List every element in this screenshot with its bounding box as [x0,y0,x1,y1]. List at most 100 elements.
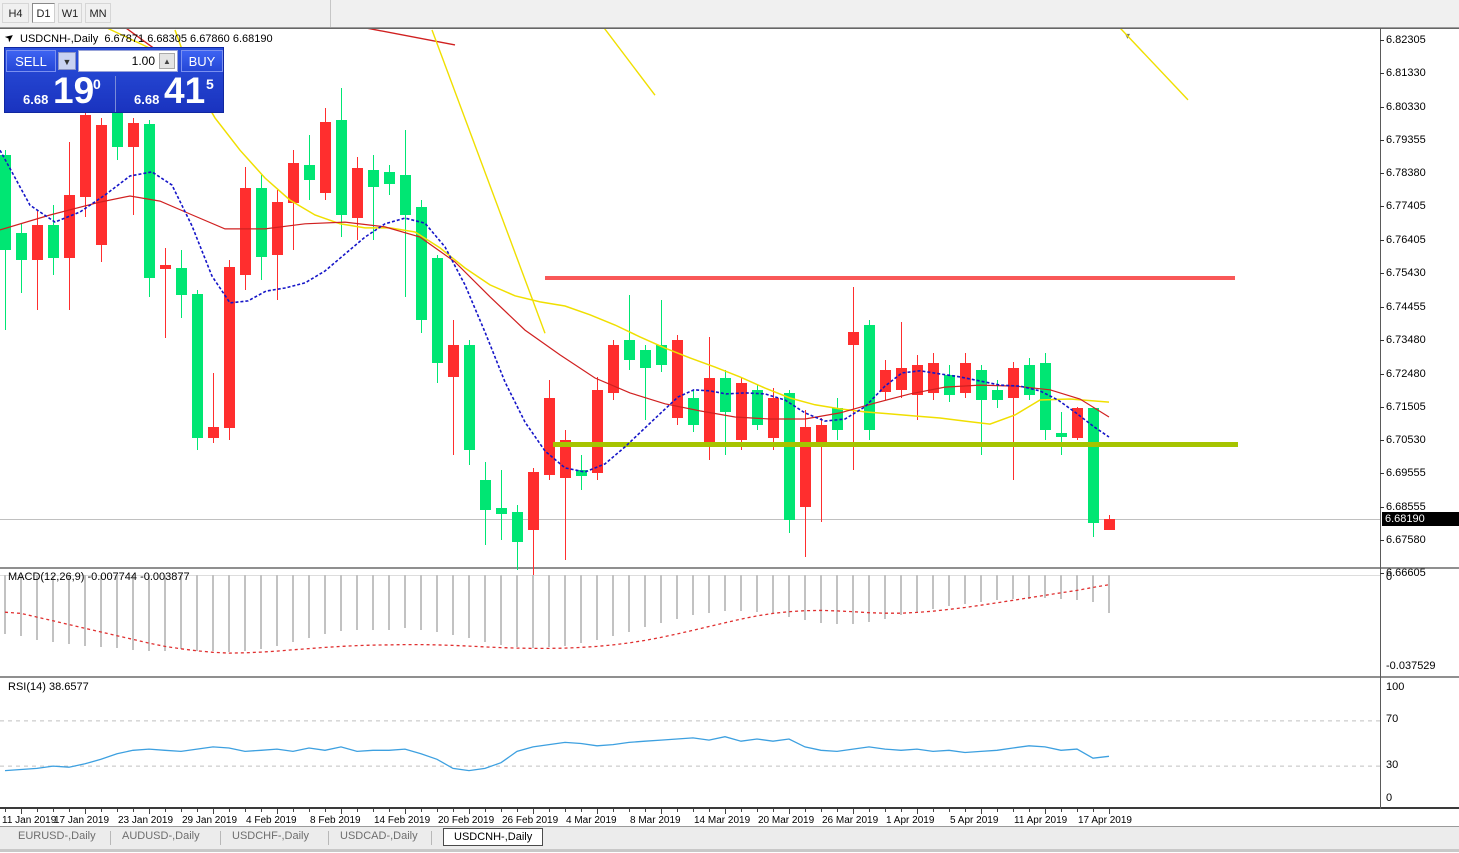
macd-histogram-bar [260,575,262,650]
volume-up-icon[interactable]: ▲ [159,53,175,69]
volume-spinbox[interactable]: 1.00 ▲ [78,50,178,72]
macd-histogram-bar [164,575,166,651]
candle-body [864,325,875,430]
date-minor-tick [485,809,486,812]
candle-body [608,345,619,393]
date-major-tick [277,809,278,814]
macd-histogram-bar [964,575,966,604]
tab-separator [110,831,111,845]
candle-body [240,187,251,275]
date-minor-tick [1061,809,1062,812]
date-axis-label: 29 Jan 2019 [182,815,238,826]
buy-price[interactable]: 6.68 41 5 [116,70,224,112]
macd-histogram-bar [916,575,918,612]
date-minor-tick [773,809,774,812]
candle-wick [453,319,454,455]
price-axis-tick [1380,206,1384,207]
date-minor-tick [821,809,822,812]
rsi-label: RSI(14) 38.6577 [8,681,89,693]
candle-wick [165,247,166,338]
candle-body [0,154,11,250]
one-click-trade-panel: SELL ▼ 1.00 ▲ BUY 6.68 19 0 6.68 41 5 [4,47,224,113]
resistance-line [545,276,1235,280]
chart-tab-usdchf[interactable]: USDCHF-,Daily [232,830,309,842]
date-axis-label: 4 Feb 2019 [246,815,297,826]
candle-body [848,331,859,345]
buy-button[interactable]: BUY [181,50,223,72]
candle-body [688,398,699,425]
macd-histogram-bar [852,575,854,624]
price-axis-label: 6.70530 [1386,434,1426,446]
buy-price-small: 6.68 [134,92,160,107]
candle-wick [373,154,374,240]
candle-body [384,171,395,185]
candle-body [304,165,315,180]
chart-tab-usdcnh[interactable]: USDCNH-,Daily [443,828,544,846]
macd-histogram-bar [20,575,22,636]
chart-tab-eurusd[interactable]: EURUSD-,Daily [18,830,96,842]
price-axis-tick [1380,573,1384,574]
volume-dropdown-icon[interactable]: ▼ [58,52,76,70]
period-button-mn[interactable]: MN [85,3,111,23]
date-major-tick [85,809,86,814]
date-axis-label: 8 Mar 2019 [630,815,681,826]
date-minor-tick [901,809,902,812]
date-axis-label: 14 Mar 2019 [694,815,751,826]
macd-histogram-bar [692,575,694,616]
candle-body [448,345,459,377]
period-button-w1[interactable]: W1 [58,3,82,23]
macd-histogram-bar [276,575,278,647]
date-axis-label: 4 Mar 2019 [566,815,617,826]
date-axis-label: 23 Jan 2019 [118,815,174,826]
chart-window[interactable]: ➤ USDCNH-,Daily 6.67871 6.68305 6.67860 … [0,28,1459,853]
price-axis-label: 6.78380 [1386,167,1426,179]
macd-histogram-bar [548,575,550,648]
sell-button[interactable]: SELL [6,50,56,72]
macd-histogram-bar [1028,575,1030,599]
macd-histogram-bar [1108,575,1110,614]
date-minor-tick [613,809,614,812]
price-axis-tick [1380,73,1384,74]
macd-histogram-bar [84,575,86,646]
macd-histogram-bar [980,575,982,602]
candle-body [752,389,763,425]
price-axis-tick [1380,374,1384,375]
date-major-tick [981,809,982,814]
macd-histogram-bar [708,575,710,613]
macd-histogram-bar [756,575,758,612]
price-axis-tick [1380,140,1384,141]
date-major-tick [597,809,598,814]
period-button-d1[interactable]: D1 [32,3,55,23]
candle-body [160,264,171,269]
panel-separator[interactable] [0,567,1459,569]
macd-histogram-bar [676,575,678,619]
panel-separator[interactable] [0,676,1459,678]
macd-histogram-bar [212,575,214,652]
candle-body [512,512,523,542]
date-axis-label: 26 Feb 2019 [502,815,559,826]
date-major-tick [1109,809,1110,814]
candle-body [944,374,955,395]
macd-histogram-bar [452,575,454,635]
indicator-axis-label: 30 [1386,759,1399,771]
date-axis-label: 11 Apr 2019 [1014,815,1068,826]
date-minor-tick [389,809,390,812]
candle-body [432,258,443,363]
macd-histogram-bar [948,575,950,606]
macd-histogram-bar [292,575,294,643]
candle-body [736,383,747,441]
date-major-tick [149,809,150,814]
chart-tab-audusd[interactable]: AUDUSD-,Daily [122,830,200,842]
period-button-h4[interactable]: H4 [2,3,29,23]
sell-price[interactable]: 6.68 19 0 [5,70,115,112]
price-axis-label: 6.72480 [1386,368,1426,380]
candle-body [96,125,107,245]
candle-body [720,378,731,412]
date-minor-tick [581,809,582,812]
date-axis-label: 8 Feb 2019 [310,815,361,826]
chart-tab-usdcad[interactable]: USDCAD-,Daily [340,830,418,842]
date-major-tick [405,809,406,814]
current-price-line [0,519,1380,520]
macd-histogram-bar [196,575,198,651]
macd-histogram-bar [356,575,358,630]
